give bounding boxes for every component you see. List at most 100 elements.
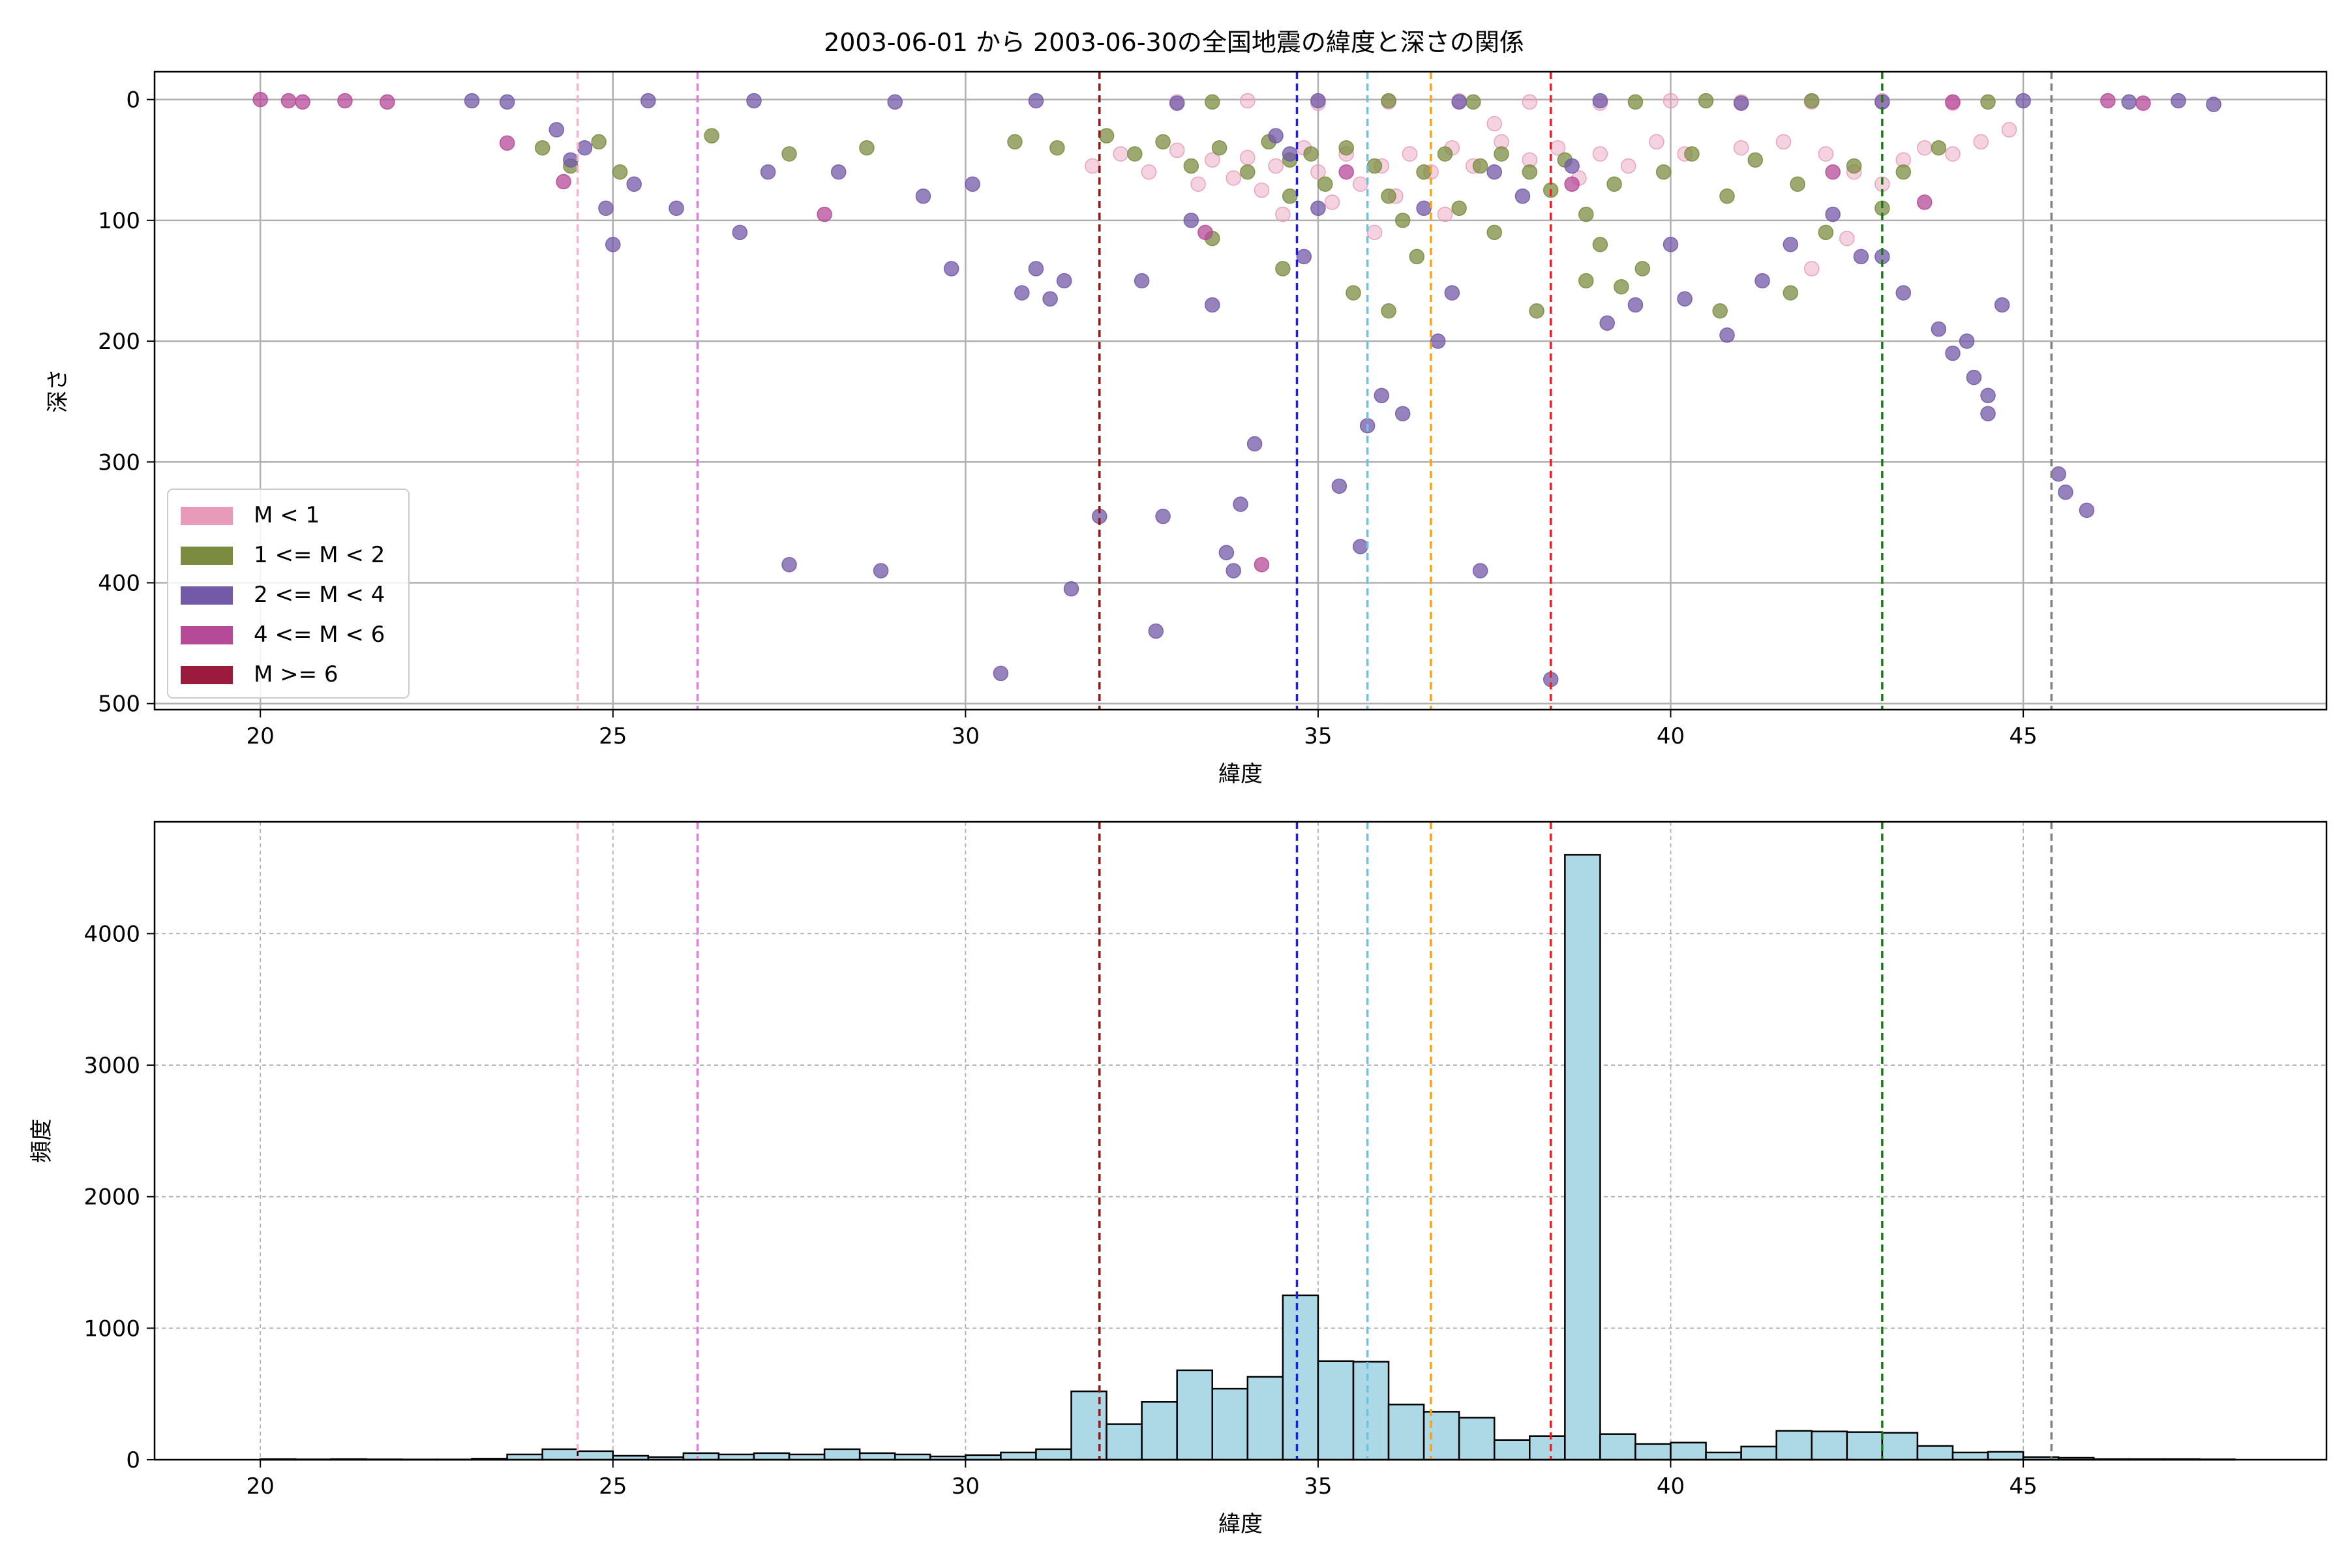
scatter-point — [1734, 141, 1749, 155]
scatter-point — [1170, 96, 1184, 110]
scatter-point — [1826, 207, 1840, 222]
scatter-point — [1777, 134, 1791, 149]
scatter-point — [1008, 134, 1022, 149]
scatter-point — [704, 128, 719, 143]
scatter-point — [1664, 237, 1678, 252]
hist-bar — [1953, 1453, 1988, 1460]
scatter-point — [1466, 95, 1481, 109]
scatter-point — [1198, 225, 1212, 239]
scatter-point — [599, 201, 613, 215]
scatter-point — [380, 95, 395, 109]
legend-swatch — [181, 586, 233, 605]
scatter-point — [1635, 262, 1649, 276]
hist-bar — [1318, 1361, 1353, 1460]
scatter-point — [2171, 93, 2186, 108]
scatter-point — [1699, 93, 1713, 108]
hist-y-tick-label: 3000 — [83, 1053, 140, 1079]
scatter-point — [2079, 503, 2094, 517]
scatter-point — [2101, 93, 2115, 108]
scatter-point — [1276, 262, 1290, 276]
hist-bar — [860, 1453, 895, 1460]
scatter-point — [1156, 134, 1170, 149]
scatter-point — [1840, 232, 1854, 246]
hist-bar — [1072, 1391, 1107, 1460]
scatter-point — [1269, 128, 1283, 143]
scatter-point — [1113, 147, 1128, 161]
scatter-point — [1085, 158, 1100, 173]
scatter-point — [732, 225, 747, 239]
hist-bar — [1248, 1377, 1283, 1460]
scatter-point — [1396, 406, 1410, 421]
legend: M < 11 <= M < 22 <= M < 44 <= M < 6M >= … — [168, 489, 409, 698]
scatter-point — [1600, 316, 1614, 330]
scatter-point — [1445, 286, 1459, 300]
legend-swatch — [181, 507, 233, 525]
scatter-point — [1128, 147, 1142, 161]
scatter-point — [281, 93, 295, 108]
scatter-y-tick-label: 500 — [98, 691, 140, 717]
scatter-point — [1657, 165, 1671, 179]
hist-bar — [1459, 1417, 1494, 1460]
scatter-point — [1431, 334, 1445, 348]
scatter-point — [1149, 624, 1163, 639]
scatter-point — [1226, 564, 1241, 578]
scatter-point — [627, 177, 641, 191]
scatter-x-tick-label: 25 — [599, 723, 627, 749]
scatter-point — [874, 564, 888, 578]
hist-bar — [1353, 1362, 1389, 1460]
scatter-point — [1487, 225, 1501, 239]
scatter-point — [338, 93, 352, 108]
scatter-point — [1981, 388, 1995, 402]
hist-bar — [754, 1453, 789, 1460]
scatter-point — [1438, 207, 1452, 222]
scatter-point — [1974, 134, 1988, 149]
scatter-point — [1304, 147, 1318, 161]
hist-bar — [1529, 1436, 1565, 1460]
scatter-point — [1487, 117, 1501, 131]
scatter-point — [1818, 147, 1833, 161]
hist-bar — [1777, 1431, 1812, 1460]
scatter-point — [1981, 95, 1995, 109]
scatter-y-tick-label: 0 — [126, 87, 140, 113]
scatter-point — [1184, 158, 1198, 173]
scatter-point — [1254, 558, 1269, 572]
scatter-point — [1685, 147, 1699, 161]
scatter-point — [1184, 213, 1198, 228]
scatter-point — [1755, 273, 1769, 288]
scatter-point — [1241, 151, 1255, 165]
scatter-point — [1790, 177, 1805, 191]
scatter-point — [1621, 158, 1636, 173]
scatter-point — [1283, 147, 1297, 161]
scatter-point — [2058, 485, 2073, 500]
scatter-point — [1029, 93, 1043, 108]
scatter-point — [1946, 147, 1960, 161]
scatter-point — [253, 93, 267, 107]
scatter-point — [817, 207, 832, 222]
hist-x-axis-label: 緯度 — [1218, 1511, 1263, 1537]
scatter-point — [1374, 388, 1389, 402]
legend-label: 1 <= M < 2 — [254, 542, 385, 568]
scatter-point — [1579, 207, 1593, 222]
hist-bar — [1918, 1446, 1953, 1460]
legend-swatch — [181, 547, 233, 565]
scatter-point — [1381, 189, 1396, 204]
scatter-y-tick-label: 200 — [98, 329, 140, 355]
scatter-point — [1254, 183, 1269, 198]
scatter-point — [1473, 158, 1488, 173]
scatter-point — [1100, 128, 1114, 143]
hist-y-axis-label: 頻度 — [29, 1119, 55, 1163]
scatter-point — [1918, 141, 1932, 155]
scatter-point — [1141, 165, 1156, 179]
scatter-x-tick-label: 20 — [247, 723, 275, 749]
legend-swatch — [181, 626, 233, 644]
hist-bar — [1882, 1433, 1918, 1460]
scatter-point — [1664, 93, 1678, 108]
scatter-point — [1628, 95, 1642, 109]
scatter-point — [1720, 189, 1734, 204]
scatter-point — [1015, 286, 1029, 300]
scatter-point — [1805, 93, 1819, 108]
scatter-point — [1156, 509, 1170, 524]
scatter-point — [1931, 322, 1946, 337]
scatter-point — [1593, 93, 1607, 108]
scatter-point — [1678, 292, 1692, 306]
